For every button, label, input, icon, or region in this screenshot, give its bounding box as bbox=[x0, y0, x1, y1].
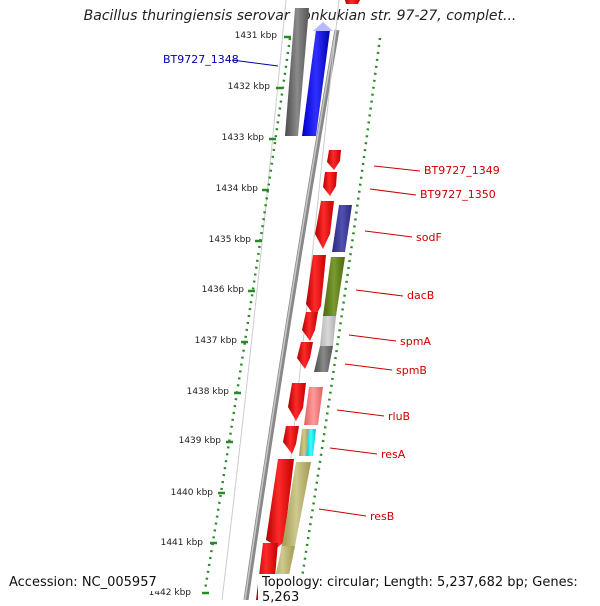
gene-labels: BT9727_1348 BT9727_1349 BT9727_1350 sodF… bbox=[163, 53, 500, 523]
scale-tick-labels: 1431 kbp 1432 kbp 1433 kbp 1434 kbp 1435… bbox=[149, 31, 278, 598]
gene-arrow-rlub[interactable] bbox=[288, 383, 306, 421]
ring-border-left bbox=[221, 0, 287, 600]
gene-arrow-spma[interactable] bbox=[302, 312, 318, 341]
tick-label-1442: 1442 kbp bbox=[149, 588, 192, 598]
gene-label-bt9727-1349[interactable]: BT9727_1349 bbox=[424, 164, 500, 177]
genome-backbone-highlight bbox=[244, 29, 337, 600]
gene-arrow-sodf[interactable] bbox=[315, 201, 334, 249]
label-leader-lines bbox=[231, 59, 421, 517]
scale-ticks bbox=[202, 35, 291, 595]
gene-label-resb[interactable]: resB bbox=[370, 510, 394, 523]
genome-backbone bbox=[243, 29, 340, 600]
gene-label-sodf[interactable]: sodF bbox=[416, 231, 442, 244]
tick-label-1436: 1436 kbp bbox=[202, 285, 245, 295]
feature-pink-rlub[interactable] bbox=[304, 387, 323, 425]
gene-arrow-1350[interactable] bbox=[323, 172, 337, 196]
tick-label-1441: 1441 kbp bbox=[161, 538, 204, 548]
gene-label-bt9727-1350[interactable]: BT9727_1350 bbox=[420, 188, 496, 201]
feature-blue-top-arrow[interactable] bbox=[313, 22, 333, 31]
gene-arrow-dacb[interactable] bbox=[306, 255, 326, 317]
scale-arc-right bbox=[298, 37, 382, 591]
tick-label-1433: 1433 kbp bbox=[222, 133, 265, 143]
gene-label-spma[interactable]: spmA bbox=[400, 335, 431, 348]
scale-arc-left bbox=[203, 37, 292, 591]
feature-gray-spmb[interactable] bbox=[314, 346, 333, 372]
tick-label-1440: 1440 kbp bbox=[171, 488, 214, 498]
accession-text: Accession: NC_005957 bbox=[9, 574, 160, 591]
topology-text: Topology: circular; Length: 5,237,682 bp… bbox=[258, 574, 600, 606]
tick-label-1439: 1439 kbp bbox=[179, 436, 222, 446]
gene-arrow-top-right[interactable] bbox=[345, 0, 360, 4]
gene-label-dacb[interactable]: dacB bbox=[407, 289, 434, 302]
feature-blue-top[interactable] bbox=[302, 30, 330, 136]
tick-label-1438: 1438 kbp bbox=[187, 387, 230, 397]
tick-label-1434: 1434 kbp bbox=[216, 184, 259, 194]
feature-lightgray-spma[interactable] bbox=[320, 316, 336, 346]
gene-arrow-1349[interactable] bbox=[327, 150, 341, 170]
gene-arrow-resa[interactable] bbox=[283, 426, 299, 454]
feature-navy-sodf[interactable] bbox=[332, 205, 352, 252]
tick-label-1431: 1431 kbp bbox=[235, 31, 278, 41]
tick-label-1435: 1435 kbp bbox=[209, 235, 252, 245]
gene-label-spmb[interactable]: spmB bbox=[396, 364, 427, 377]
gene-arrow-spmb[interactable] bbox=[297, 342, 313, 369]
gene-label-resa[interactable]: resA bbox=[381, 448, 406, 461]
gene-arrow-resb[interactable] bbox=[266, 459, 294, 547]
tick-label-1432: 1432 kbp bbox=[228, 82, 271, 92]
red-gene-arrows bbox=[256, 150, 341, 600]
tick-label-1437: 1437 kbp bbox=[195, 336, 238, 346]
feature-olive-dacb[interactable] bbox=[323, 257, 345, 316]
feature-cyan-resa[interactable] bbox=[306, 429, 316, 456]
feature-gray-top[interactable] bbox=[285, 8, 309, 136]
gene-label-bt9727-1348[interactable]: BT9727_1348 bbox=[163, 53, 239, 66]
gene-label-rlub[interactable]: rluB bbox=[388, 410, 410, 423]
feature-khaki-resa[interactable] bbox=[299, 429, 309, 456]
feature-khaki-resb[interactable] bbox=[282, 462, 311, 546]
